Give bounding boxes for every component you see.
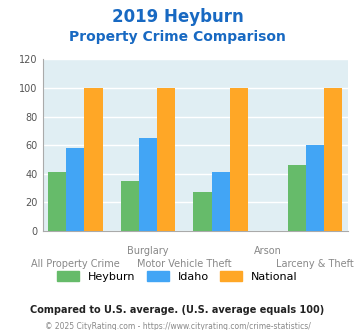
Bar <box>324 88 343 231</box>
Bar <box>48 172 66 231</box>
Bar <box>288 165 306 231</box>
Text: © 2025 CityRating.com - https://www.cityrating.com/crime-statistics/: © 2025 CityRating.com - https://www.city… <box>45 322 310 330</box>
Bar <box>157 88 175 231</box>
Text: Larceny & Theft: Larceny & Theft <box>276 259 354 269</box>
Bar <box>139 138 157 231</box>
Text: Motor Vehicle Theft: Motor Vehicle Theft <box>137 259 232 269</box>
Bar <box>230 88 248 231</box>
Text: All Property Crime: All Property Crime <box>31 259 120 269</box>
Bar <box>212 172 230 231</box>
Bar <box>121 181 139 231</box>
Bar <box>66 148 84 231</box>
Bar <box>193 192 212 231</box>
Text: Arson: Arson <box>254 246 282 256</box>
Legend: Heyburn, Idaho, National: Heyburn, Idaho, National <box>53 267 302 286</box>
Text: Compared to U.S. average. (U.S. average equals 100): Compared to U.S. average. (U.S. average … <box>31 305 324 315</box>
Bar <box>306 145 324 231</box>
Text: Property Crime Comparison: Property Crime Comparison <box>69 30 286 44</box>
Text: Burglary: Burglary <box>127 246 169 256</box>
Text: 2019 Heyburn: 2019 Heyburn <box>111 8 244 26</box>
Bar <box>84 88 103 231</box>
